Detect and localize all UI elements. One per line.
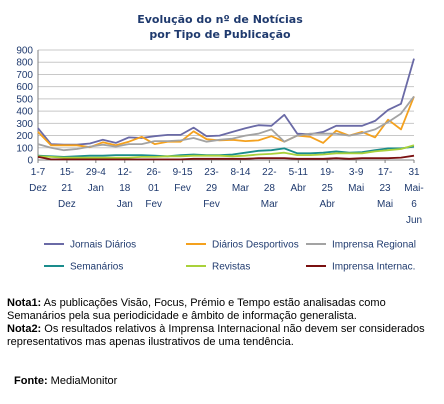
legend-label: Imprensa Regional (332, 240, 416, 251)
series-line-1 (37, 58, 415, 146)
x-tick-label: 3-9 Mai (348, 167, 364, 194)
x-tick-label: 12-18 Jan (117, 167, 133, 210)
note-1: Nota1: As publicações Visão, Focus, Prém… (7, 297, 439, 323)
source-label: Fonte: (14, 375, 48, 387)
y-tick-label: 600 (16, 82, 33, 93)
x-tick-label: 19-25 Abr (319, 167, 335, 210)
series-line-3 (37, 95, 415, 152)
y-tick-label: 200 (16, 131, 33, 142)
x-tick-label: 5-11 Abr (289, 167, 309, 194)
legend-label: Jornais Diários (70, 240, 136, 251)
note-2: Nota2: Os resultados relativos à Imprens… (7, 323, 439, 349)
legend-label: Revistas (212, 262, 250, 273)
legend-label: Semanários (70, 262, 123, 273)
series-lines (37, 58, 415, 161)
legend-label: Imprensa Internac. (332, 262, 415, 273)
x-tick-label: 29-4 Jan (86, 167, 106, 194)
x-tick-label: 26-01 Fev (145, 167, 162, 210)
chart-title-line-2: por Tipo de Publicação (149, 28, 291, 41)
note-2-label: Nota2: (7, 323, 42, 335)
legend-label: Diários Desportivos (212, 240, 299, 251)
grid-lines (38, 49, 414, 161)
notes-section: Nota1: As publicações Visão, Focus, Prém… (7, 297, 439, 349)
series-line-6 (37, 154, 415, 161)
x-tick-label: 8-14 Mar (230, 167, 250, 194)
note-1-text: As publicações Visão, Focus, Prémio e Te… (7, 297, 386, 322)
note-2-text: Os resultados relativos à Imprensa Inter… (7, 323, 425, 348)
series-line-5 (37, 144, 415, 159)
x-tick-label: 15-21 Dez (58, 167, 76, 210)
y-tick-label: 300 (16, 119, 33, 130)
y-tick-label: 900 (16, 46, 33, 57)
x-axis: 1-7 Dez 15-21 Dez 29-4 Jan 12-18 Jan 26-01 Fev 9-1… (29, 159, 424, 226)
y-tick-label: 800 (16, 58, 33, 69)
source-value: MediaMonitor (47, 375, 118, 387)
x-tick-label: 1-7 Dez (29, 167, 47, 194)
y-tick-label: 400 (16, 107, 33, 118)
x-tick-label: 17-23 Mai (377, 167, 393, 210)
y-tick-label: 100 (16, 143, 33, 154)
x-tick-label: 22-28 Mar (261, 167, 279, 210)
x-tick-label: 23-29 Fev (203, 167, 220, 210)
legend: Jornais Diários Diários Desportivos Impren… (44, 240, 416, 273)
chart-title-line-1: Evolução do nº de Notícias (137, 13, 303, 26)
x-tick-label: 9-15 Fev (173, 167, 193, 194)
news-evolution-chart: Evolução do nº de Notícias por Tipo de P… (16, 13, 424, 273)
source-credit: Fonte: MediaMonitor (14, 375, 117, 387)
y-tick-label: 0 (27, 156, 33, 167)
y-tick-label: 500 (16, 94, 33, 105)
x-tick-label: 31 Mai-6 Jun (404, 167, 423, 226)
y-tick-label: 700 (16, 70, 33, 81)
note-1-label: Nota1: (7, 297, 42, 309)
